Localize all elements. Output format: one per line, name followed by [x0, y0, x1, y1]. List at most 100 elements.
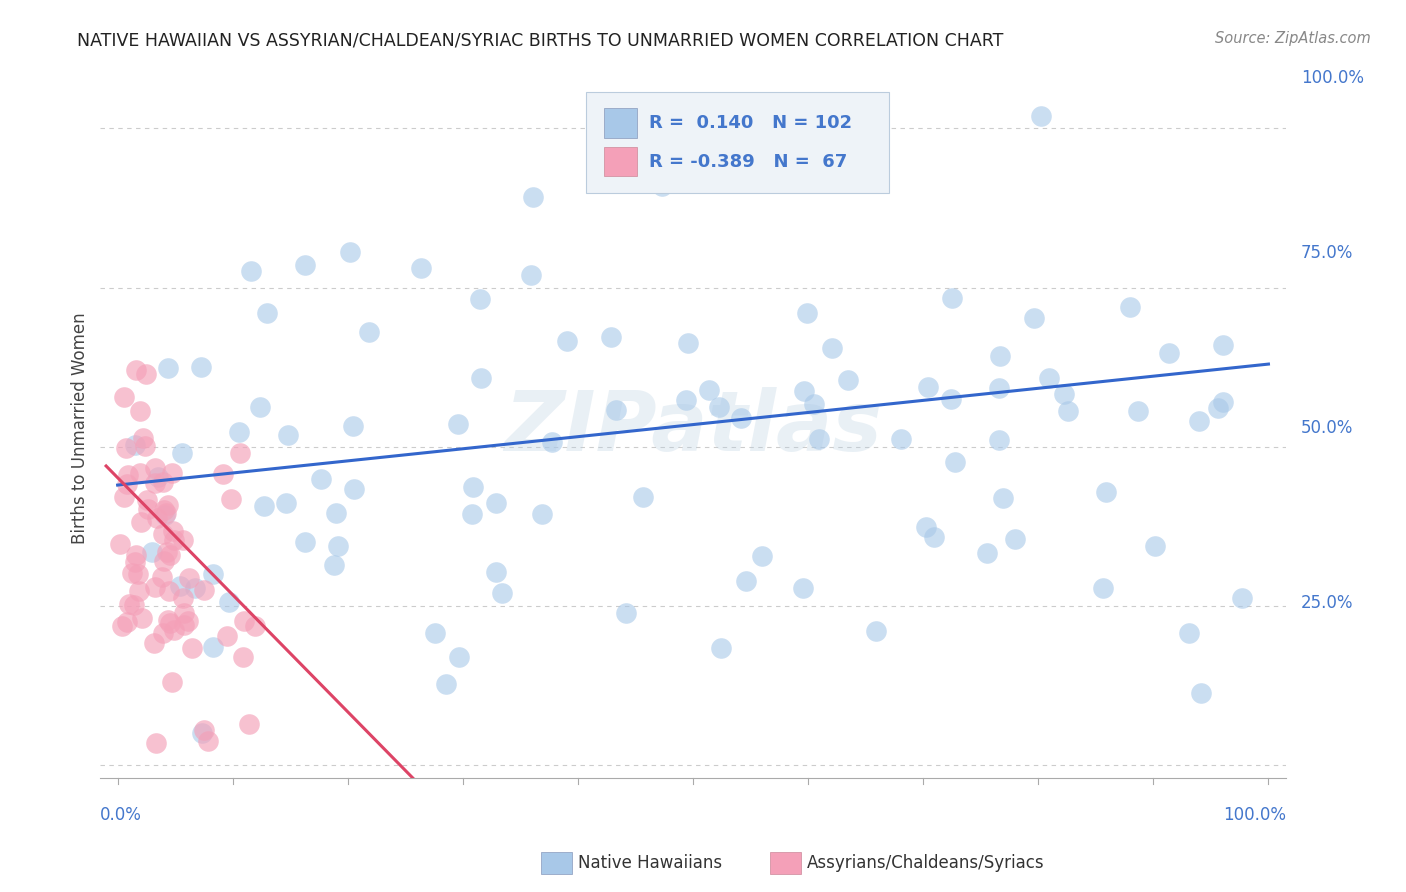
Point [808, 432, 831, 446]
Point [1206, 401, 1229, 415]
Point [212, 467, 235, 481]
Point [1143, 539, 1166, 553]
Point [202, 640, 225, 654]
Point [115, 615, 138, 630]
Text: 0.0%: 0.0% [100, 806, 142, 824]
Point [988, 381, 1011, 395]
Point [201, 567, 224, 582]
Point [124, 555, 146, 569]
Point [160, 674, 183, 689]
Point [697, 383, 720, 397]
Point [917, 380, 939, 394]
Point [922, 530, 945, 544]
Point [115, 477, 138, 491]
Point [485, 496, 508, 510]
Point [751, 549, 773, 563]
Point [170, 446, 193, 460]
Point [821, 341, 844, 355]
Point [197, 734, 219, 748]
Point [157, 584, 180, 599]
Point [520, 268, 543, 282]
Point [941, 392, 963, 407]
Point [485, 566, 508, 580]
Y-axis label: Births to Unmarried Women: Births to Unmarried Women [72, 312, 89, 543]
Point [943, 455, 966, 469]
Point [191, 726, 214, 740]
Point [239, 264, 262, 278]
Point [228, 425, 250, 439]
Point [131, 516, 153, 530]
Point [434, 677, 457, 691]
Point [651, 178, 673, 193]
Text: ZIPatlas: ZIPatlas [505, 387, 882, 468]
Text: Assyrians/Chaldeans/Syriacs: Assyrians/Chaldeans/Syriacs [807, 854, 1045, 872]
Point [160, 466, 183, 480]
Point [835, 109, 858, 123]
Text: Source: ZipAtlas.com: Source: ZipAtlas.com [1215, 31, 1371, 46]
Point [605, 403, 627, 417]
Point [522, 190, 544, 204]
Point [153, 508, 176, 522]
Point [129, 403, 152, 417]
Point [1189, 686, 1212, 700]
Point [132, 432, 155, 446]
Point [1177, 625, 1199, 640]
Point [179, 571, 201, 585]
Point [707, 400, 730, 414]
Point [294, 258, 316, 272]
Point [1091, 581, 1114, 595]
Point [461, 507, 484, 521]
Point [143, 580, 166, 594]
Text: 50.0%: 50.0% [1301, 418, 1354, 437]
Point [988, 350, 1011, 364]
Point [633, 491, 655, 505]
Point [976, 546, 998, 560]
Point [172, 591, 194, 605]
FancyBboxPatch shape [586, 92, 889, 193]
Point [131, 611, 153, 625]
Point [325, 506, 347, 520]
Point [734, 574, 756, 589]
Point [152, 503, 174, 517]
Point [993, 491, 1015, 506]
Point [232, 649, 254, 664]
Point [987, 433, 1010, 447]
Point [915, 520, 938, 534]
Point [112, 490, 135, 504]
Point [256, 306, 278, 320]
Point [1053, 386, 1076, 401]
Point [796, 306, 818, 320]
Point [127, 566, 149, 581]
Point [294, 534, 316, 549]
Point [156, 544, 179, 558]
Point [792, 581, 814, 595]
Text: 75.0%: 75.0% [1301, 244, 1354, 261]
Point [1188, 414, 1211, 428]
Point [152, 554, 174, 568]
Point [1230, 591, 1253, 605]
Point [183, 582, 205, 596]
Point [1119, 300, 1142, 314]
Point [1004, 533, 1026, 547]
Point [793, 384, 815, 398]
Point [146, 469, 169, 483]
Point [156, 613, 179, 627]
Point [118, 598, 141, 612]
Point [342, 418, 364, 433]
Bar [605, 147, 637, 177]
Point [117, 468, 139, 483]
Point [143, 475, 166, 490]
Point [114, 441, 136, 455]
Point [162, 524, 184, 539]
Point [557, 334, 579, 349]
Text: R =  0.140   N = 102: R = 0.140 N = 102 [650, 114, 852, 132]
Point [141, 545, 163, 559]
Point [531, 507, 554, 521]
Point [229, 445, 252, 459]
Point [152, 475, 174, 490]
Point [1057, 404, 1080, 418]
Point [1128, 404, 1150, 418]
Point [136, 502, 159, 516]
Text: Native Hawaiians: Native Hawaiians [578, 854, 723, 872]
Point [837, 374, 859, 388]
